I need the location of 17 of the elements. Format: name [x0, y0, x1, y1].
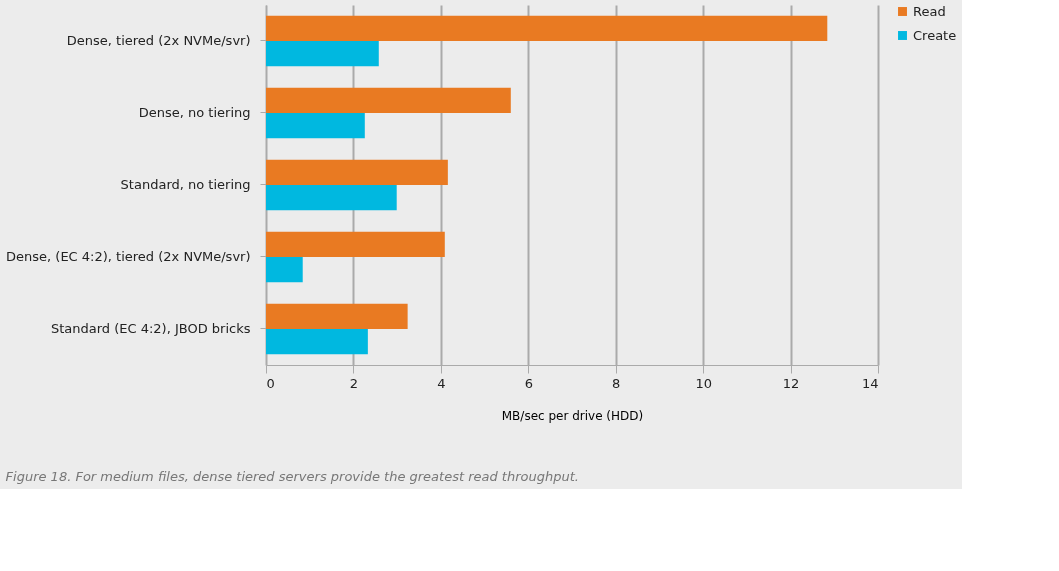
x-tick-label: 6 [524, 375, 533, 391]
x-axis-title: MB/sec per drive (HDD) [501, 408, 644, 423]
x-tick-label: 4 [437, 375, 446, 391]
x-tick-label: 12 [782, 375, 800, 391]
y-tick-label: Dense, tiered (2x NVMe/svr) [66, 33, 251, 48]
x-tick-label: 2 [349, 375, 359, 391]
x-tick-label: 8 [612, 375, 621, 391]
y-tick-label: Dense, no tiering [138, 105, 251, 120]
y-tick-label: Standard, no tiering [120, 177, 251, 192]
y-tick-label: Dense, (EC 4:2), tiered (2x NVMe/svr) [6, 249, 251, 264]
x-tick-label: 0 [266, 375, 275, 391]
y-tick-label: Standard (EC 4:2), JBOD bricks [50, 321, 251, 336]
x-tick-label: 10 [695, 375, 712, 391]
caption: Figure 18. For medium files, dense tiered servers provide the greatest read throughput. [5, 469, 579, 484]
legend-label: Create [913, 27, 957, 43]
legend-label: Read [913, 3, 946, 19]
x-tick-label: 14 [861, 375, 879, 391]
